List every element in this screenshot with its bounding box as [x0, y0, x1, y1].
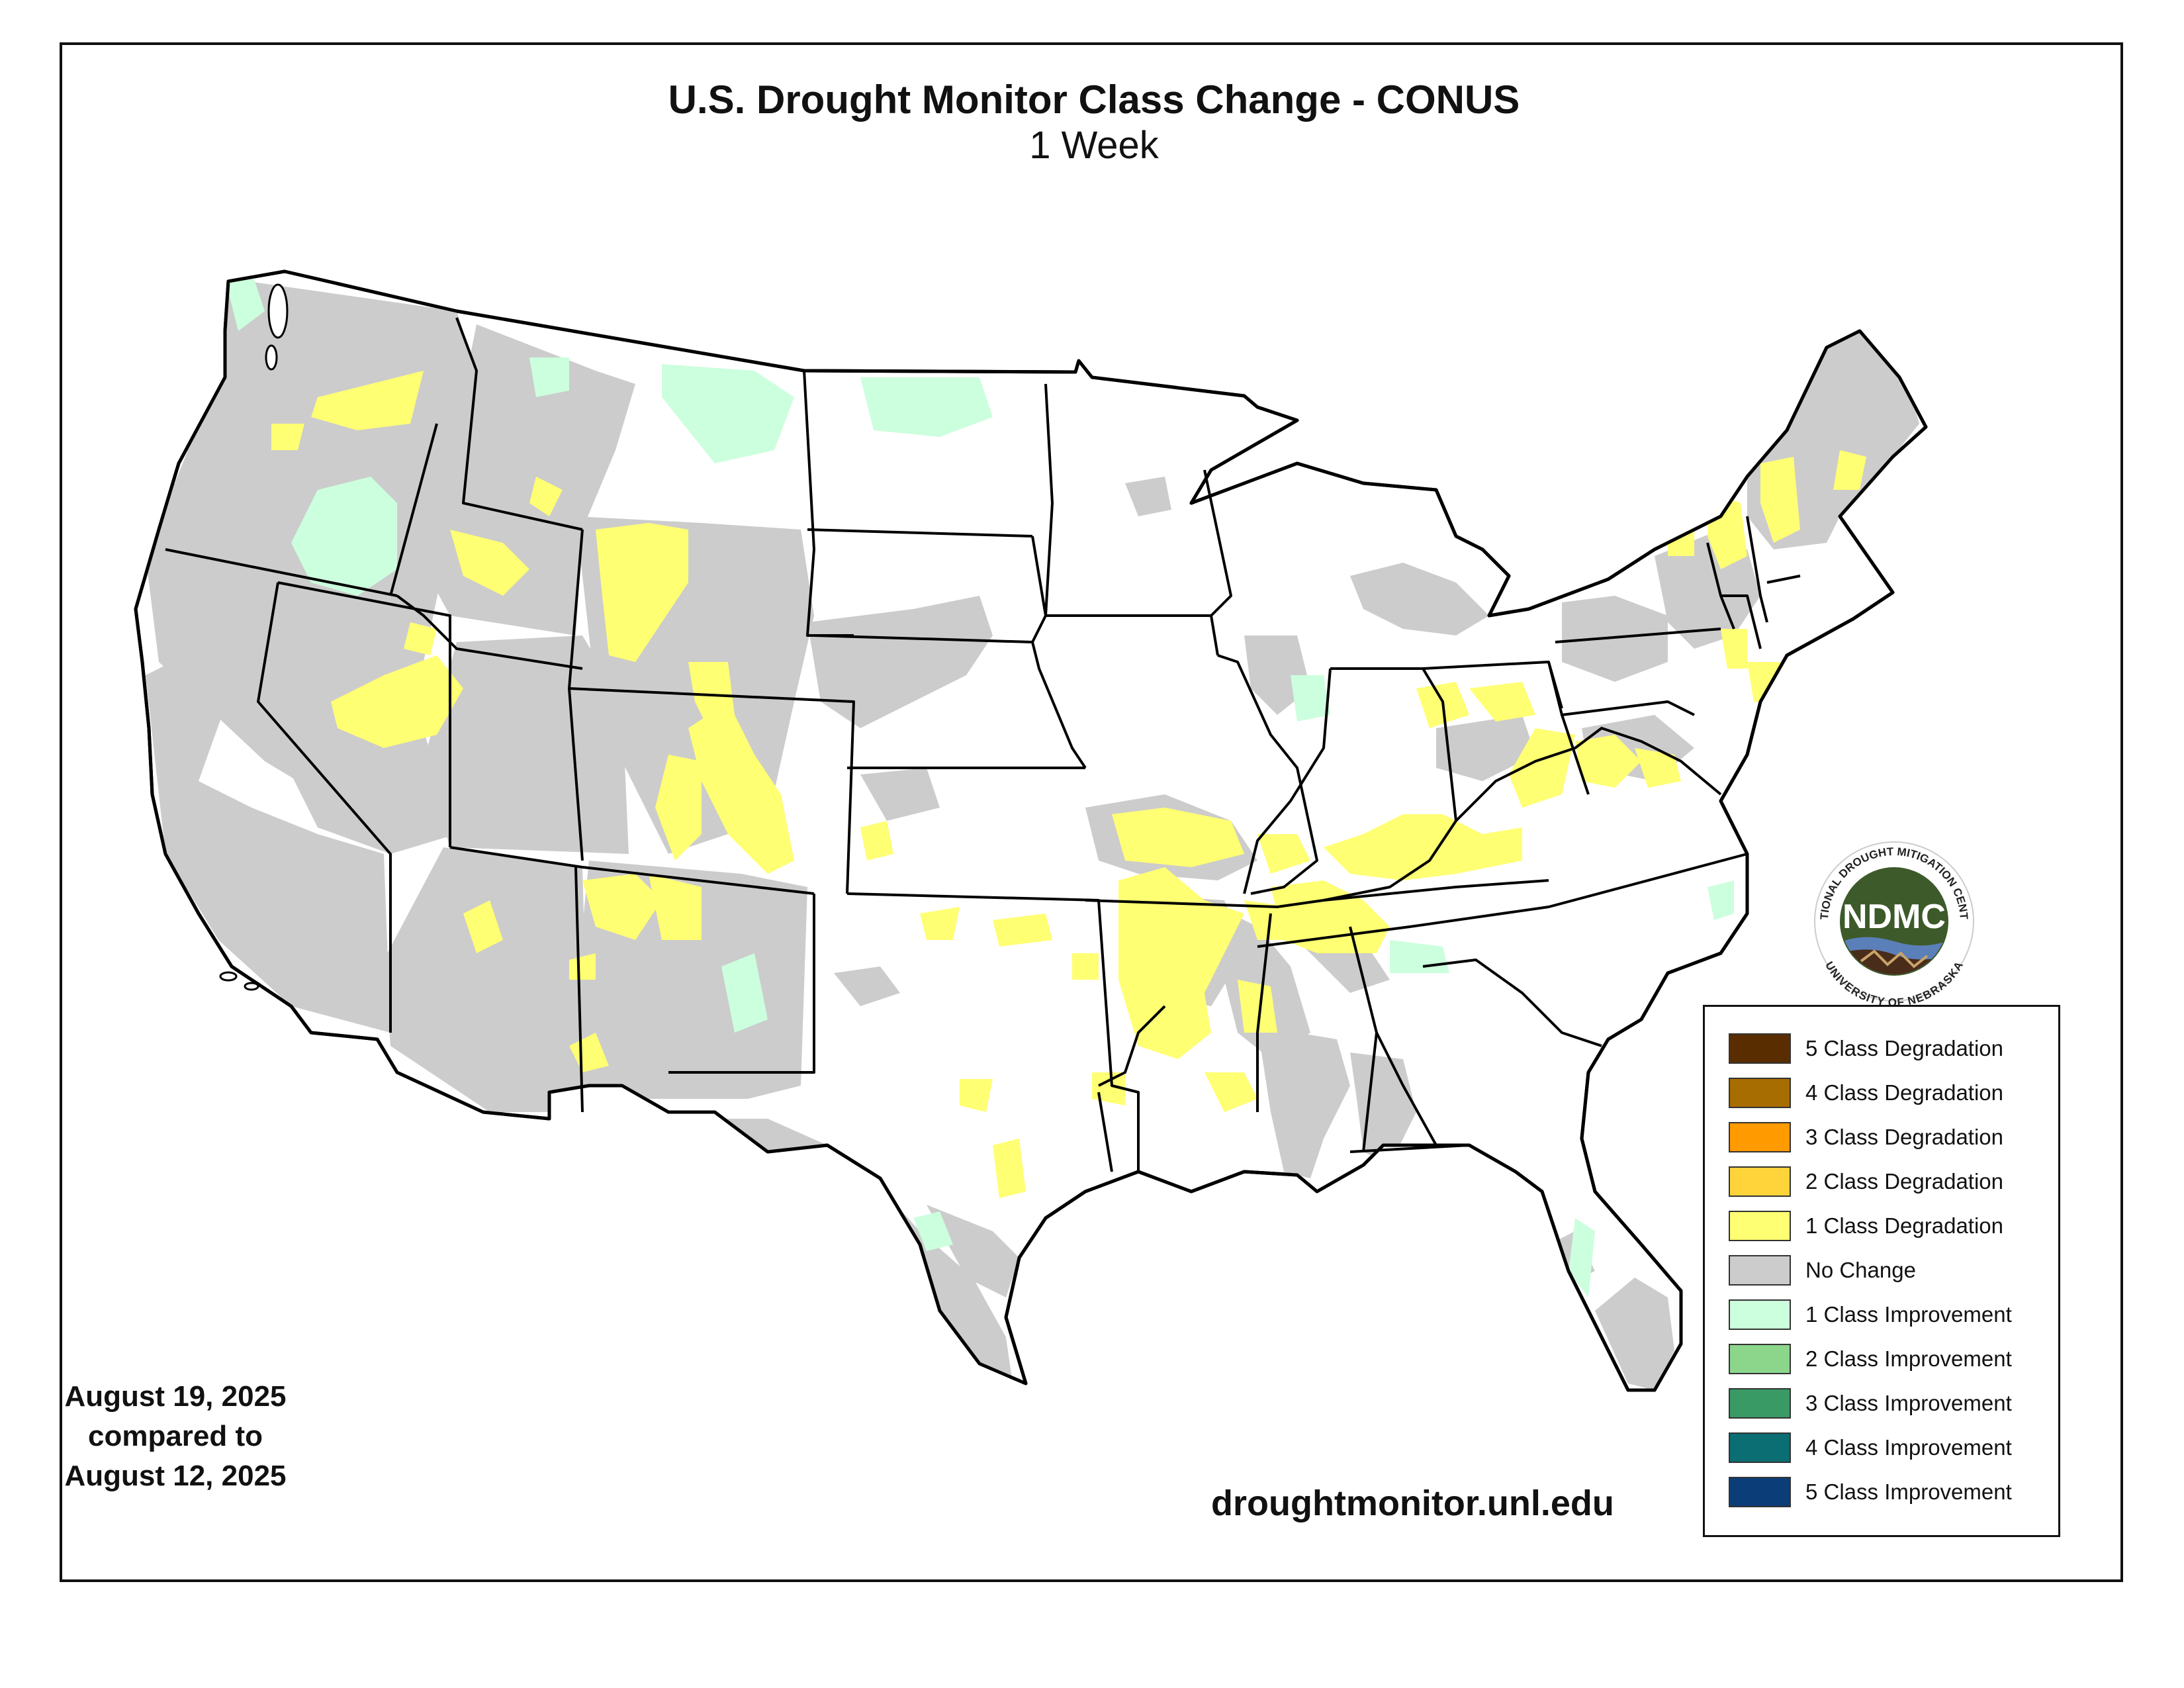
coastal-islands [219, 283, 289, 991]
legend-swatch [1729, 1033, 1791, 1064]
legend-label: 3 Class Improvement [1805, 1391, 2012, 1415]
legend-item: 3 Class Improvement [1729, 1388, 2060, 1421]
legend-label: 5 Class Improvement [1805, 1479, 2012, 1504]
map-subtitle: 1 Week [1029, 124, 1159, 167]
legend-item: 3 Class Degradation [1729, 1122, 2060, 1155]
legend-item: 2 Class Improvement [1729, 1344, 2060, 1377]
legend-swatch [1729, 1122, 1791, 1152]
legend-swatch [1729, 1299, 1791, 1330]
legend-swatch [1729, 1477, 1791, 1507]
logo-text: NDMC [1843, 898, 1946, 936]
legend-swatch [1729, 1388, 1791, 1419]
date-block: August 19, 2025 compared to August 12, 2… [63, 1377, 288, 1496]
legend-item: 1 Class Degradation [1729, 1211, 2060, 1244]
legend-swatch [1729, 1255, 1791, 1286]
legend-swatch [1729, 1211, 1791, 1241]
legend-swatch [1729, 1078, 1791, 1108]
legend-item: No Change [1729, 1255, 2060, 1288]
legend-label: 4 Class Improvement [1805, 1435, 2012, 1460]
website-link[interactable]: droughtmonitor.unl.edu [1211, 1483, 1614, 1523]
ndmc-logo: NDMC NATIONAL DROUGHT MITIGATION CENTER … [1801, 829, 1974, 1009]
legend-label: 5 Class Degradation [1805, 1036, 2003, 1060]
legend-label: 1 Class Improvement [1805, 1302, 2012, 1327]
date-compared-label: compared to [87, 1420, 263, 1452]
legend-label: 1 Class Degradation [1805, 1213, 2003, 1238]
legend-label: 2 Class Degradation [1805, 1169, 2003, 1194]
legend-label: 4 Class Degradation [1805, 1080, 2003, 1105]
legend-swatch [1729, 1344, 1791, 1374]
legend: 5 Class Degradation 4 Class Degradation 3 … [1703, 1005, 2060, 1537]
one-class-improvement-areas [225, 271, 1734, 1297]
date-previous: August 12, 2025 [64, 1460, 287, 1492]
legend-item: 1 Class Improvement [1729, 1299, 2060, 1333]
legend-item: 4 Class Improvement [1729, 1432, 2060, 1466]
date-current: August 19, 2025 [64, 1380, 287, 1413]
legend-item: 5 Class Improvement [1729, 1477, 2060, 1510]
legend-swatch [1729, 1166, 1791, 1197]
map-title: U.S. Drought Monitor Class Change - CONU… [668, 77, 1520, 122]
legend-item: 4 Class Degradation [1729, 1078, 2060, 1111]
legend-item: 5 Class Degradation [1729, 1033, 2060, 1066]
legend-label: 3 Class Degradation [1805, 1125, 2003, 1149]
conus-outline [134, 269, 1928, 1392]
legend-item: 2 Class Degradation [1729, 1166, 2060, 1199]
legend-swatch [1729, 1432, 1791, 1463]
legend-label: 2 Class Improvement [1805, 1346, 2012, 1371]
state-borders [165, 317, 1801, 1172]
legend-label: No Change [1805, 1258, 1916, 1282]
one-class-degradation-areas [271, 371, 1866, 1198]
